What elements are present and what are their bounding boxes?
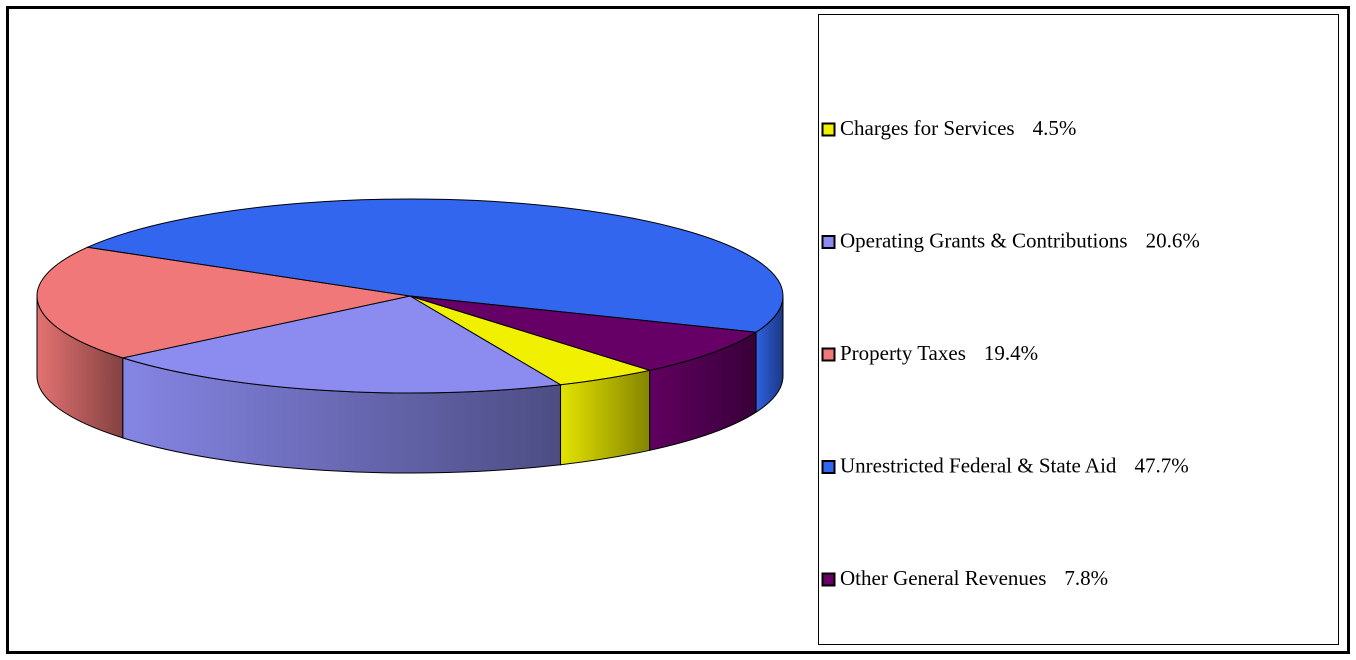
slice: [120, 295, 563, 394]
legend-value: 7.8%: [1064, 566, 1108, 590]
slice-side: [560, 369, 651, 466]
legend-entry: Property Taxes 19.4%: [840, 341, 1038, 365]
legend-value: 19.4%: [984, 341, 1038, 365]
legend-value: 47.7%: [1134, 453, 1188, 477]
legend-name: Unrestricted Federal & State Aid: [840, 453, 1117, 477]
legend-entry: Charges for Services 4.5%: [840, 116, 1076, 140]
legend-entry: Other General Revenues 7.8%: [840, 566, 1108, 590]
legend: Charges for Services 4.5% Operating Grants…: [821, 116, 1200, 590]
legend-name: Charges for Services: [840, 116, 1015, 140]
legend-marker: [821, 122, 836, 137]
legend-name: Operating Grants & Contributions: [840, 228, 1128, 252]
pie: [36, 198, 784, 474]
legend-name: Property Taxes: [840, 341, 966, 365]
legend-entry: Unrestricted Federal & State Aid 47.7%: [840, 453, 1189, 477]
slice: [409, 295, 758, 371]
legend-marker: [821, 572, 836, 587]
legend-marker: [821, 460, 836, 474]
legend-name: Other General Revenues: [840, 566, 1046, 590]
legend-marker: [821, 235, 836, 249]
legend-value: 4.5%: [1033, 116, 1077, 140]
legend-marker: [821, 347, 836, 362]
legend-entry: Operating Grants & Contributions 20.6%: [840, 228, 1200, 252]
legend-value: 20.6%: [1146, 228, 1200, 252]
legend-box: [818, 14, 1339, 645]
slice: [36, 246, 411, 359]
slice: [85, 198, 784, 333]
